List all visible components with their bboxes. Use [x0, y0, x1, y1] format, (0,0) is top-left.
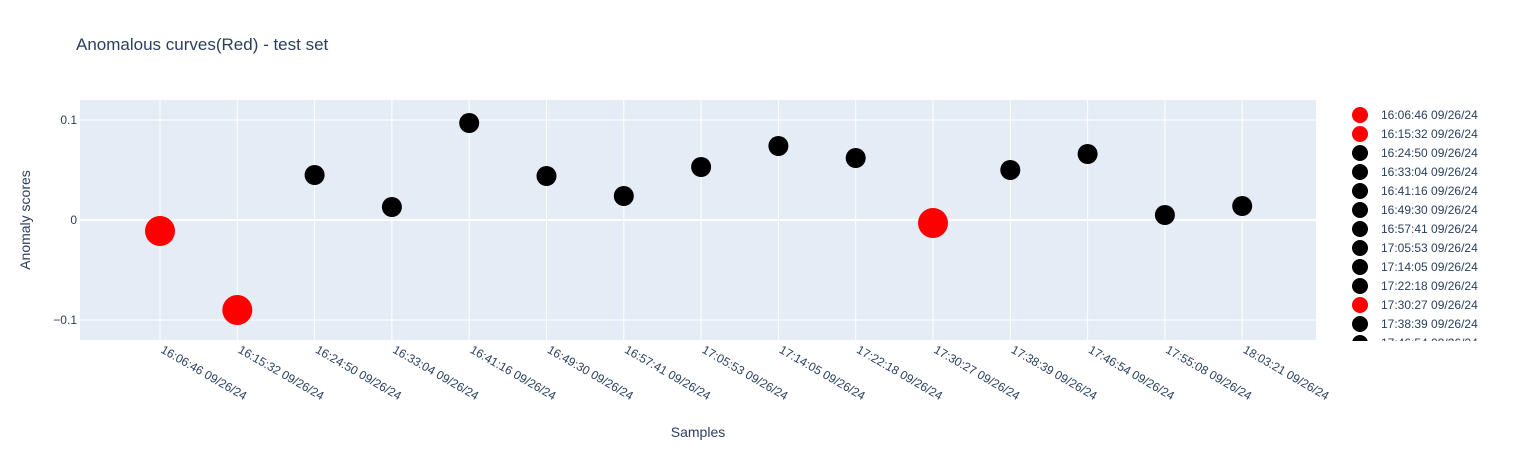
- legend-label: 16:57:41 09/26/24: [1381, 222, 1478, 236]
- legend[interactable]: 16:06:46 09/26/24 16:15:32 09/26/24 16:24:…: [1352, 107, 1478, 351]
- data-point: [381, 197, 402, 217]
- legend-label: 16:15:32 09/26/24: [1381, 127, 1478, 141]
- y-axis-title: Anomaly scores: [17, 170, 33, 270]
- legend-marker: [1352, 107, 1368, 123]
- data-point: [613, 186, 634, 206]
- data-points: [145, 113, 1253, 325]
- x-tick-label: 16:15:32 09/26/24: [236, 342, 327, 403]
- legend-marker: [1352, 316, 1368, 332]
- legend-marker: [1352, 202, 1368, 218]
- legend-marker: [1352, 145, 1368, 161]
- legend-label: 16:49:30 09/26/24: [1381, 203, 1478, 217]
- x-tick-label: 16:06:46 09/26/24: [159, 342, 250, 403]
- data-point: [1154, 205, 1175, 225]
- data-point: [536, 166, 557, 186]
- x-tick-label: 17:14:05 09/26/24: [777, 342, 868, 403]
- legend-marker: [1352, 126, 1368, 142]
- legend-marker: [1352, 278, 1368, 294]
- data-point: [768, 136, 789, 156]
- legend-marker: [1352, 164, 1368, 180]
- legend-marker: [1352, 240, 1368, 256]
- data-point: [1000, 160, 1021, 180]
- x-tick-label: 17:46:54 09/26/24: [1086, 342, 1177, 403]
- legend-marker: [1352, 297, 1368, 313]
- x-tick-label: 17:55:08 09/26/24: [1163, 342, 1254, 403]
- legend-label: 17:22:18 09/26/24: [1381, 279, 1478, 293]
- y-tick-label: −0.1: [53, 313, 77, 327]
- data-point: [845, 148, 866, 168]
- legend-marker: [1352, 259, 1368, 275]
- anomalous-point: [918, 208, 948, 238]
- legend-label: 17:46:54 09/26/24: [1381, 336, 1478, 350]
- x-tick-label: 18:03:21 09/26/24: [1241, 342, 1332, 403]
- x-tick-label: 16:24:50 09/26/24: [313, 342, 404, 403]
- legend-label: 16:24:50 09/26/24: [1381, 146, 1478, 160]
- data-point: [691, 157, 712, 177]
- anomalous-point: [145, 216, 175, 246]
- x-tick-label: 17:30:27 09/26/24: [932, 342, 1023, 403]
- x-tick-label: 16:49:30 09/26/24: [545, 342, 636, 403]
- legend-marker: [1352, 335, 1368, 341]
- legend-items: 16:06:46 09/26/24 16:15:32 09/26/24 16:24:…: [1352, 107, 1478, 350]
- data-point: [304, 165, 325, 185]
- y-tick-label: 0: [70, 213, 77, 227]
- y-tick-label: 0.1: [60, 113, 77, 127]
- x-tick-label: 17:22:18 09/26/24: [854, 342, 945, 403]
- x-axis-title: Samples: [671, 424, 725, 440]
- chart-title: Anomalous curves(Red) - test set: [76, 35, 329, 54]
- legend-label: 16:33:04 09/26/24: [1381, 165, 1478, 179]
- x-tick-label: 16:41:16 09/26/24: [468, 342, 559, 403]
- legend-label: 16:41:16 09/26/24: [1381, 184, 1478, 198]
- x-tick-label: 16:57:41 09/26/24: [622, 342, 713, 403]
- legend-label: 17:14:05 09/26/24: [1381, 260, 1478, 274]
- legend-label: 17:05:53 09/26/24: [1381, 241, 1478, 255]
- data-point: [1232, 196, 1253, 216]
- data-point: [459, 113, 480, 133]
- legend-marker: [1352, 221, 1368, 237]
- data-point: [1077, 144, 1098, 164]
- anomalous-point: [222, 295, 253, 325]
- legend-label: 17:30:27 09/26/24: [1381, 298, 1478, 312]
- x-tick-label: 16:33:04 09/26/24: [390, 342, 481, 403]
- x-tick-label: 17:05:53 09/26/24: [700, 342, 791, 403]
- legend-label: 16:06:46 09/26/24: [1381, 108, 1478, 122]
- y-axis-ticks: −0.1 0 0.1: [53, 113, 77, 327]
- legend-label: 17:38:39 09/26/24: [1381, 317, 1478, 331]
- legend-marker: [1352, 183, 1368, 199]
- x-tick-label: 17:38:39 09/26/24: [1009, 342, 1100, 403]
